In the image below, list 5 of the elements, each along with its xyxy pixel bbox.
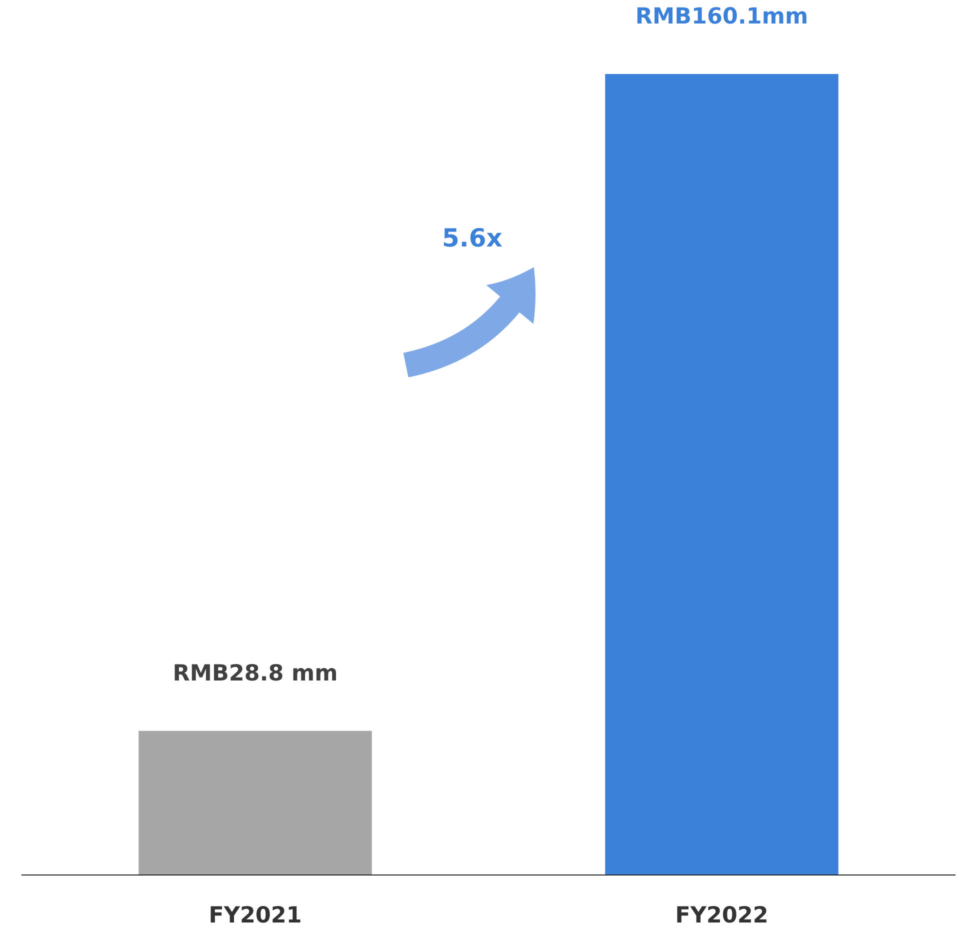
data-label: RMB160.1mm bbox=[637, 7, 806, 24]
x-tick-label: FY2022 bbox=[677, 906, 766, 923]
data-label: RMB28.8 mm bbox=[174, 664, 336, 681]
annotation: 5.6x bbox=[444, 228, 502, 247]
x-tick-label: FY2021 bbox=[210, 906, 300, 923]
